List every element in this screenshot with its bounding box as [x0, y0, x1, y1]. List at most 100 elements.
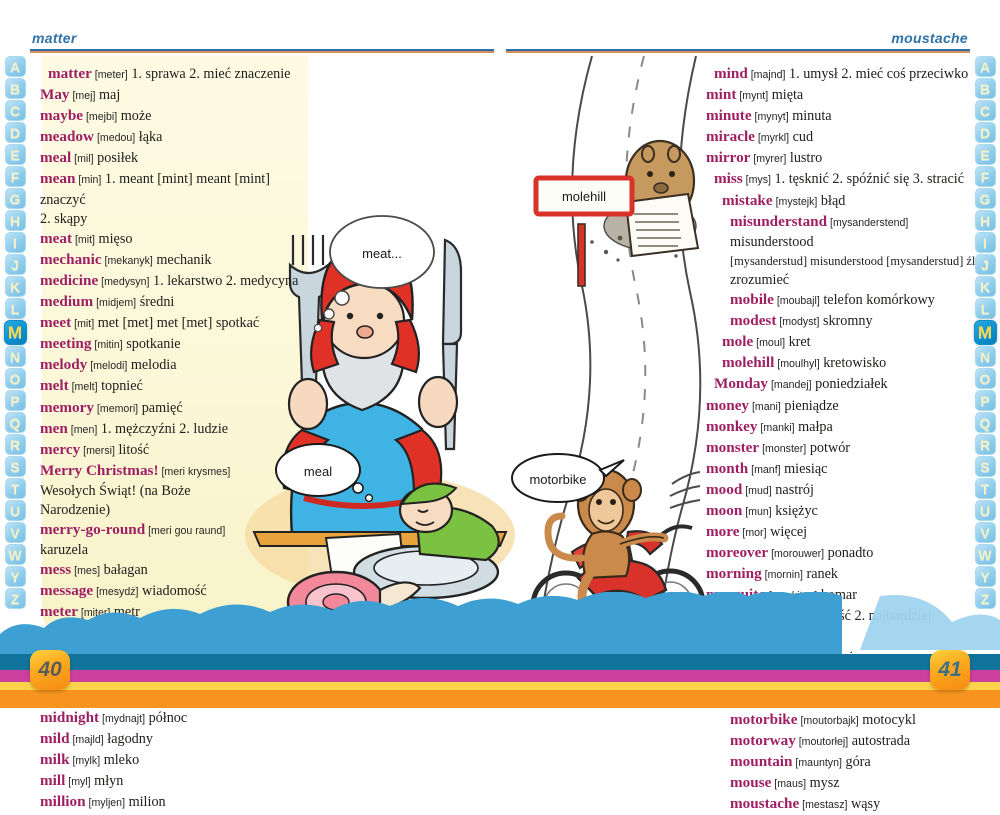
alphabet-tab-t[interactable]: T — [4, 478, 26, 499]
dictionary-entry: medicine [medysyn] 1. lekarstwo 2. medyc… — [40, 271, 300, 292]
alphabet-tab-j[interactable]: J — [974, 254, 996, 275]
alphabet-tab-a[interactable]: A — [974, 56, 996, 77]
entry-definition: kret — [785, 334, 811, 351]
alphabet-tab-q[interactable]: Q — [4, 412, 26, 433]
entry-headword: medium — [40, 293, 94, 311]
entry-definition: spotkanie — [122, 336, 181, 353]
alphabet-tab-i[interactable]: I — [974, 232, 996, 253]
alphabet-tab-o[interactable]: O — [974, 368, 996, 389]
alphabet-tab-n[interactable]: N — [4, 346, 26, 367]
entry-pronunciation: [mit] — [71, 318, 95, 331]
dictionary-entry: mind [majnd] 1. umysł 2. mieć coś przeci… — [706, 64, 982, 85]
alphabet-tab-c[interactable]: C — [4, 100, 26, 121]
alphabet-tab-f[interactable]: F — [974, 166, 996, 187]
alphabet-tab-d[interactable]: D — [4, 122, 26, 143]
alphabet-tab-u[interactable]: U — [974, 500, 996, 521]
entry-pronunciation: [mesydż] — [93, 586, 139, 599]
entry-pronunciation: [meri gou raund] — [145, 525, 226, 538]
entry-definition: misunderstood — [730, 233, 814, 250]
entry-definition: maj — [95, 87, 121, 104]
alphabet-tab-r[interactable]: R — [974, 434, 996, 455]
entry-definition: pamięć — [138, 399, 183, 416]
entry-headword: May — [40, 86, 70, 104]
alphabet-tab-p[interactable]: P — [4, 390, 26, 411]
dictionary-entry: mole [moul] kret — [706, 332, 982, 353]
entry-headword: mill — [40, 772, 66, 790]
alphabet-tab-m-active[interactable]: M — [3, 320, 27, 345]
alphabet-tab-y[interactable]: Y — [974, 566, 996, 587]
dictionary-entry: Monday [mandej] poniedziałek — [706, 374, 982, 395]
entry-continuation: 2. skąpy — [40, 210, 88, 227]
alphabet-tab-f[interactable]: F — [4, 166, 26, 187]
alphabet-tab-e[interactable]: E — [4, 144, 26, 165]
alphabet-tab-s[interactable]: S — [974, 456, 996, 477]
page-number-left: 40 — [30, 650, 70, 690]
alphabet-tab-m-active[interactable]: M — [973, 320, 997, 345]
alphabet-tab-z[interactable]: Z — [4, 588, 26, 609]
alphabet-tab-r[interactable]: R — [4, 434, 26, 455]
alphabet-tab-z[interactable]: Z — [974, 588, 996, 609]
alphabet-tab-y[interactable]: Y — [4, 566, 26, 587]
dictionary-entry: money [mani] pieniądze — [706, 396, 982, 417]
alphabet-tab-a[interactable]: A — [4, 56, 26, 77]
alphabet-tab-d[interactable]: D — [974, 122, 996, 143]
alphabet-tab-v[interactable]: V — [974, 522, 996, 543]
alphabet-tab-i[interactable]: I — [4, 232, 26, 253]
running-head-right: moustache — [891, 30, 968, 46]
alphabet-tab-j[interactable]: J — [4, 254, 26, 275]
alphabet-tab-b[interactable]: B — [974, 78, 996, 99]
alphabet-tab-w[interactable]: W — [974, 544, 996, 565]
dictionary-entry: medium [midjem] średni — [40, 292, 300, 313]
alphabet-tab-u[interactable]: U — [4, 500, 26, 521]
entry-headword: meter — [40, 603, 78, 621]
entry-continuation: [mysanderstud] misunderstood [mysanderst… — [730, 253, 981, 268]
entry-pronunciation: [mil] — [71, 153, 94, 166]
alphabet-tab-n[interactable]: N — [974, 346, 996, 367]
entry-definition: góra — [841, 754, 871, 771]
alphabet-tab-o[interactable]: O — [4, 368, 26, 389]
entry-headword: melody — [40, 356, 88, 374]
entry-pronunciation: [morouwer] — [768, 548, 825, 561]
dictionary-entry: moreover [morouwer] ponadto — [706, 543, 982, 564]
entry-definition: łagodny — [103, 731, 153, 747]
alphabet-tab-c[interactable]: C — [974, 100, 996, 121]
alphabet-tab-l[interactable]: L — [974, 298, 996, 319]
entry-definition: księżyc — [771, 502, 818, 519]
entry-headword: mind — [714, 65, 748, 82]
entry-headword: medicine — [40, 271, 99, 289]
alphabet-tab-b[interactable]: B — [4, 78, 26, 99]
alphabet-tab-h[interactable]: H — [4, 210, 26, 231]
alphabet-tab-w[interactable]: W — [4, 544, 26, 565]
entry-definition: potwór — [806, 439, 851, 456]
dictionary-entry: mirror [myrer] lustro — [706, 148, 982, 169]
alphabet-tab-t[interactable]: T — [974, 478, 996, 499]
alphabet-tab-g[interactable]: G — [974, 188, 996, 209]
entry-pronunciation: [meri krysmes] — [158, 465, 231, 478]
entry-headword: matter — [48, 65, 92, 82]
entry-pronunciation: [mun] — [742, 505, 772, 518]
footer-wave-bands — [0, 592, 1000, 712]
alphabet-tab-q[interactable]: Q — [974, 412, 996, 433]
dictionary-entry: mountain [mauntyn] góra — [706, 752, 982, 773]
alphabet-tab-e[interactable]: E — [974, 144, 996, 165]
entry-pronunciation: [monster] — [759, 442, 807, 455]
entry-headword: meeting — [40, 335, 92, 353]
dictionary-entry: meat [mit] mięso — [40, 229, 300, 250]
entry-definition: telefon komórkowy — [819, 292, 935, 309]
entry-definition: średni — [136, 294, 175, 311]
entry-definition: cud — [789, 129, 814, 146]
entry-definition: może — [117, 108, 152, 125]
alphabet-tab-l[interactable]: L — [4, 298, 26, 319]
alphabet-tab-g[interactable]: G — [4, 188, 26, 209]
dictionary-entry: merry-go-round [meri gou raund] — [40, 520, 300, 541]
entry-pronunciation: [moulhyl] — [774, 358, 820, 371]
alphabet-tab-s[interactable]: S — [4, 456, 26, 477]
dictionary-entry: monkey [manki] małpa — [706, 417, 982, 438]
dictionary-entry: matter [meter] 1. sprawa 2. mieć znaczen… — [40, 64, 300, 85]
alphabet-tab-k[interactable]: K — [4, 276, 26, 297]
entry-definition: wiadomość — [138, 583, 207, 600]
alphabet-tab-k[interactable]: K — [974, 276, 996, 297]
alphabet-tab-p[interactable]: P — [974, 390, 996, 411]
alphabet-tab-v[interactable]: V — [4, 522, 26, 543]
alphabet-tab-h[interactable]: H — [974, 210, 996, 231]
